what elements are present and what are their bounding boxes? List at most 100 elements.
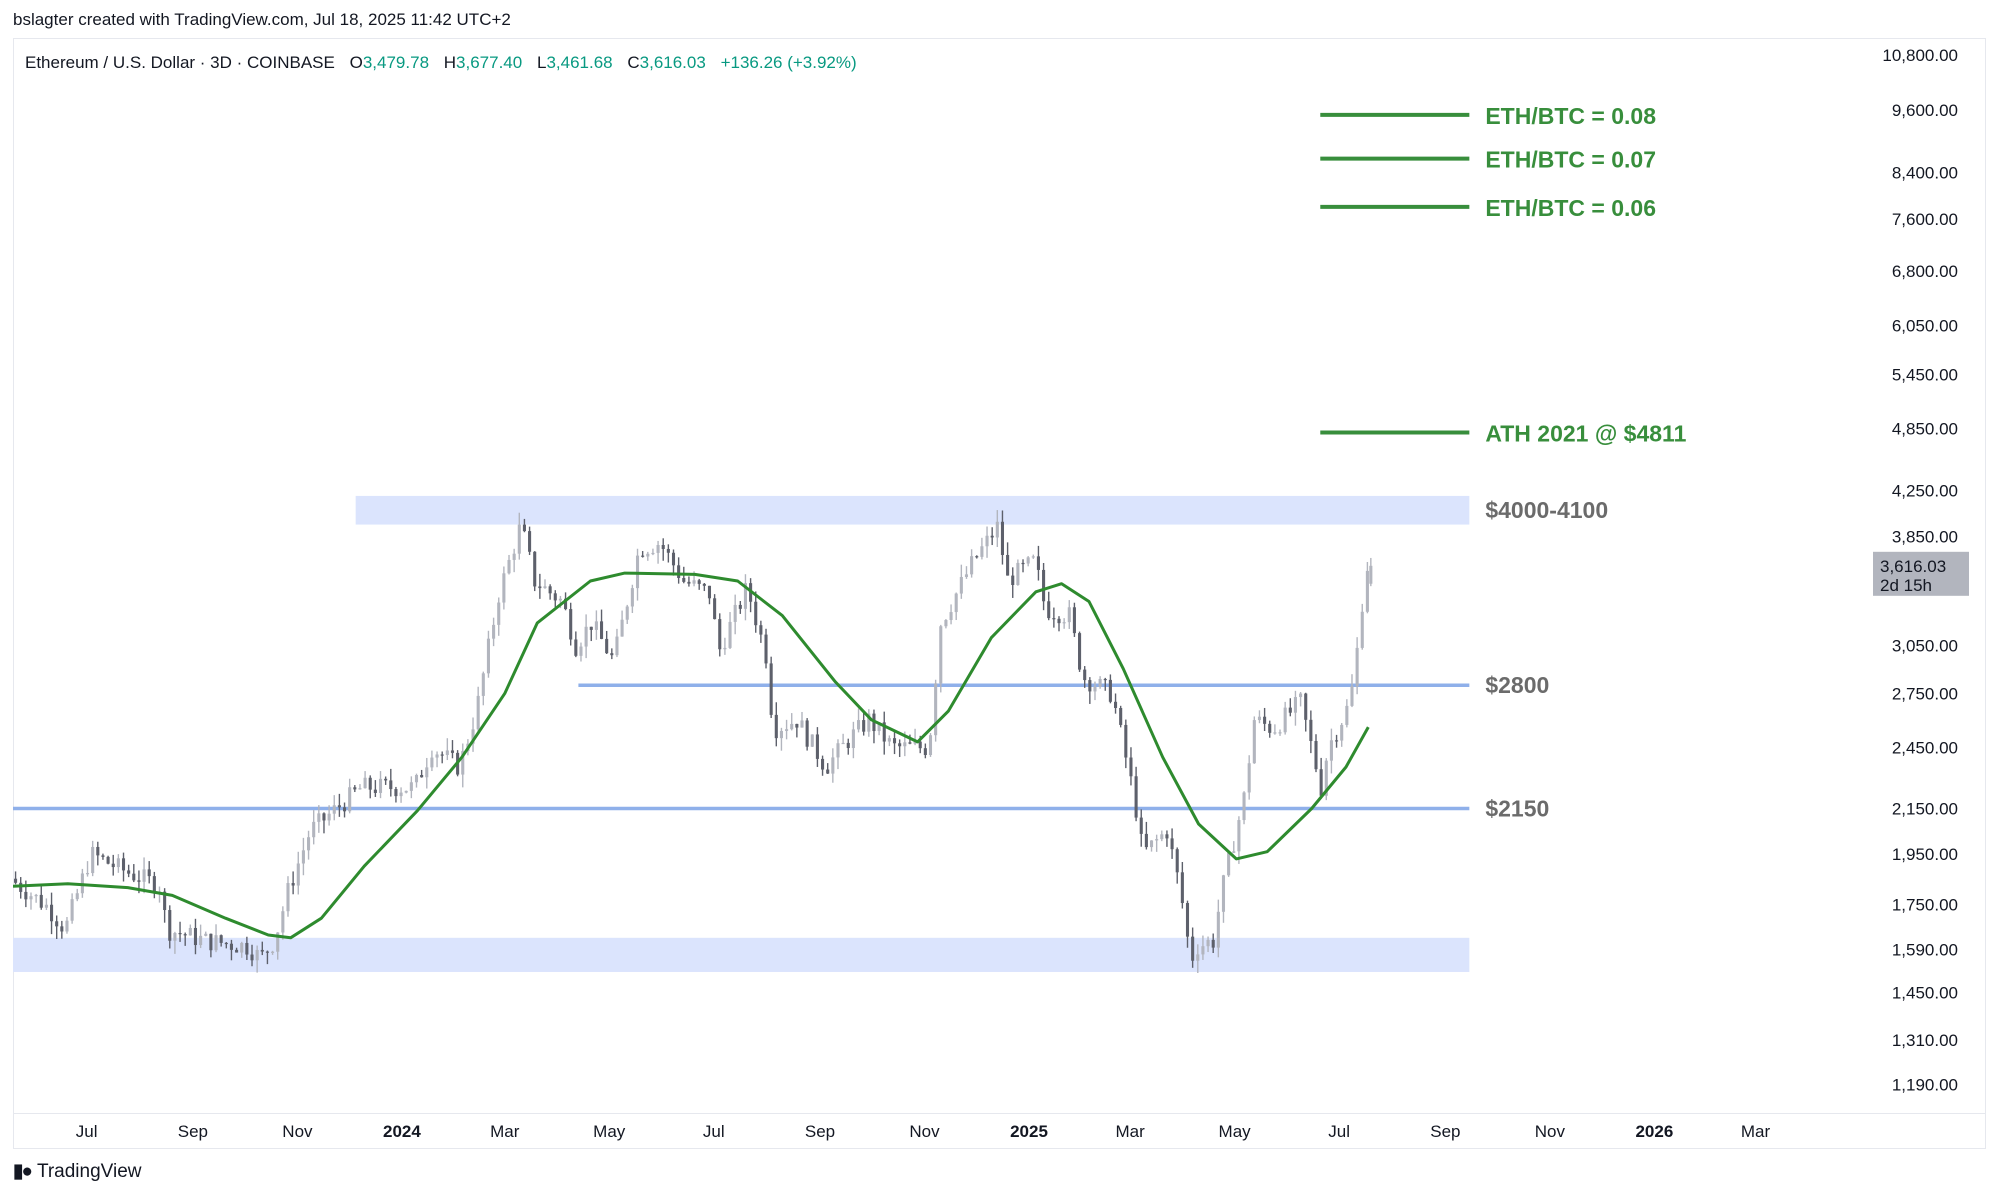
candle (713, 598, 717, 620)
candle (1288, 707, 1292, 713)
candle (594, 621, 598, 630)
y-tick-label: 1,450.00 (1892, 983, 1958, 1002)
candle (846, 742, 850, 749)
candle (353, 787, 357, 790)
candle (928, 735, 933, 755)
candle (209, 933, 213, 951)
candle (851, 729, 855, 749)
candle (50, 904, 54, 922)
candle (502, 573, 506, 603)
candle (630, 588, 634, 607)
candle (1160, 834, 1164, 840)
candle (800, 720, 804, 728)
candle (1206, 939, 1210, 947)
candle (697, 580, 701, 584)
candle (1191, 936, 1195, 961)
candle (317, 813, 321, 822)
price-tag (1873, 551, 1969, 596)
candle (1278, 732, 1282, 734)
candle (75, 893, 79, 900)
candle (1257, 716, 1262, 721)
candle (718, 619, 722, 650)
y-tick-label: 6,800.00 (1892, 262, 1958, 281)
candle (995, 521, 999, 538)
candle (964, 574, 969, 577)
candle (260, 949, 264, 952)
symbol-title[interactable]: Ethereum / U.S. Dollar · 3D · COINBASE (25, 53, 335, 72)
candle (1319, 769, 1323, 796)
candle (450, 750, 455, 753)
candle (193, 927, 198, 946)
candle (841, 742, 845, 745)
high-value: 3,677.40 (456, 53, 523, 72)
x-tick-label: 2025 (1010, 1122, 1048, 1141)
last-candle (1369, 565, 1373, 584)
candle (142, 869, 146, 882)
candle (589, 626, 593, 630)
candle (959, 576, 963, 594)
open-value: 3,479.78 (362, 53, 430, 72)
x-tick-label: Sep (178, 1122, 208, 1141)
candle (1052, 618, 1056, 620)
candle (1283, 707, 1287, 733)
y-tick-label: 2,450.00 (1892, 739, 1958, 758)
candle (1232, 851, 1236, 853)
close-label: C (627, 53, 640, 72)
candle (1083, 669, 1087, 681)
x-tick-label: Jul (76, 1122, 98, 1141)
candle (378, 778, 383, 793)
candle (533, 551, 537, 587)
candle (610, 653, 614, 656)
y-tick-label: 4,850.00 (1892, 420, 1958, 439)
candle (810, 734, 814, 747)
candle (255, 949, 259, 961)
chart-area[interactable]: $4000-4100 $2800 $2150 ETH/BTC = 0.08 ETH/BT… (13, 38, 1986, 1149)
candle (661, 544, 665, 549)
candle (615, 636, 619, 656)
candle (1242, 792, 1246, 821)
candle (923, 748, 927, 755)
candle (1360, 611, 1364, 648)
candle (1185, 903, 1190, 937)
candle (276, 932, 280, 952)
y-tick-label: 6,050.00 (1892, 317, 1958, 336)
target-label-3: ATH 2021 @ $4811 (1485, 421, 1686, 447)
candle (111, 863, 115, 868)
candle (831, 757, 835, 774)
candle (152, 876, 156, 894)
candle (1175, 849, 1179, 873)
price-chart[interactable]: $4000-4100 $2800 $2150 ETH/BTC = 0.08 ETH/BT… (13, 38, 1986, 1149)
candle (34, 894, 38, 897)
candle (605, 638, 609, 654)
candle (481, 673, 485, 696)
candle (271, 951, 275, 953)
candle (548, 586, 552, 594)
candle (291, 883, 295, 886)
candle (245, 942, 249, 955)
candle (564, 598, 568, 610)
y-tick-label: 8,400.00 (1892, 163, 1958, 182)
open-label: O (349, 53, 363, 72)
candle (24, 891, 28, 900)
candle (856, 720, 861, 730)
candle (1119, 707, 1123, 725)
candle (682, 577, 686, 582)
candle (127, 870, 131, 874)
y-tick-label: 9,600.00 (1892, 101, 1958, 120)
candle (1170, 838, 1174, 850)
candle (168, 910, 172, 941)
candle (990, 535, 994, 538)
y-tick-label: 3,050.00 (1892, 636, 1958, 655)
tradingview-brand[interactable]: ▮● TradingView (13, 1160, 142, 1183)
candle (543, 586, 547, 589)
x-tick-label: Jul (703, 1122, 725, 1141)
candle (373, 789, 377, 793)
candle (1006, 554, 1010, 576)
target-label-1: ETH/BTC = 0.07 (1485, 147, 1656, 173)
candle (743, 583, 747, 609)
brand-name: TradingView (36, 1160, 142, 1182)
candle (779, 730, 783, 739)
tradingview-logo-icon: ▮● (13, 1161, 33, 1182)
candle (70, 899, 74, 921)
candle (322, 813, 326, 821)
